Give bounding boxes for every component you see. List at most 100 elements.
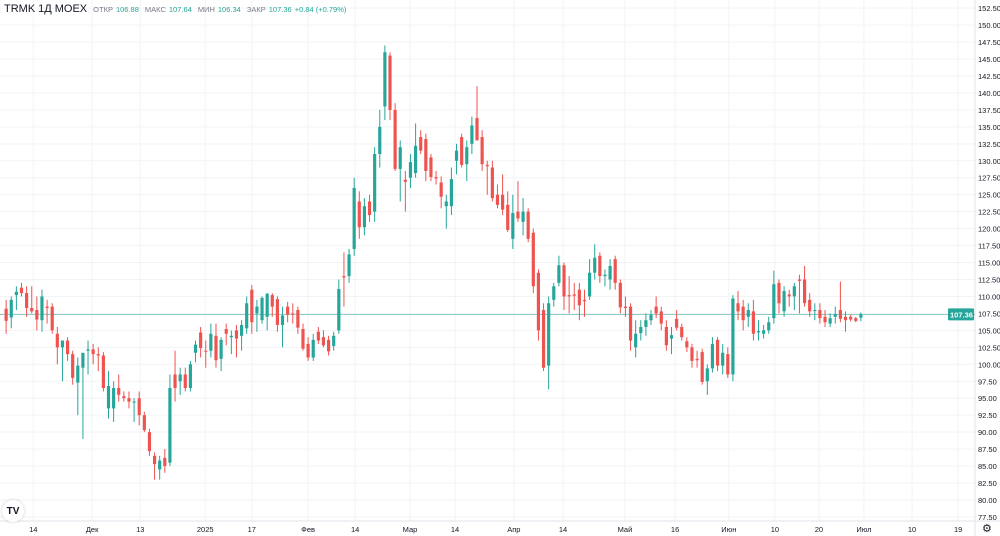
candle-body-down[interactable] <box>715 339 720 366</box>
candle-body-down[interactable] <box>291 313 295 315</box>
candle-body-down[interactable] <box>675 318 679 328</box>
candle-body-down[interactable] <box>598 255 602 277</box>
candle-body-down[interactable] <box>316 331 320 341</box>
candle-body-up[interactable] <box>373 153 377 212</box>
candle-body-down[interactable] <box>388 55 392 110</box>
candle-body-up[interactable] <box>81 352 85 368</box>
candle-body-down[interactable] <box>613 259 617 283</box>
candle-body-up[interactable] <box>547 303 551 366</box>
candle-body-up[interactable] <box>229 335 233 338</box>
candle-body-down[interactable] <box>541 310 546 368</box>
candle-body-down[interactable] <box>526 211 530 239</box>
candle-body-down[interactable] <box>424 139 428 171</box>
candle-body-up[interactable] <box>245 303 249 329</box>
candle-body-down[interactable] <box>183 374 187 389</box>
candle-body-up[interactable] <box>792 286 796 297</box>
candle-body-up[interactable] <box>106 386 111 409</box>
candle-body-down[interactable] <box>787 294 791 297</box>
candle-body-up[interactable] <box>449 179 454 207</box>
candle-body-down[interactable] <box>419 137 423 151</box>
candle-body-down[interactable] <box>204 350 208 352</box>
candle-body-down[interactable] <box>173 374 177 389</box>
candle-body-up[interactable] <box>40 296 44 321</box>
candle-body-down[interactable] <box>685 341 689 348</box>
candle-body-down[interactable] <box>506 204 510 230</box>
candle-body-down[interactable] <box>137 398 141 416</box>
candle-body-down[interactable] <box>434 177 438 179</box>
candle-body-up[interactable] <box>767 322 771 331</box>
candle-body-up[interactable] <box>644 320 648 327</box>
candle-body-up[interactable] <box>347 254 351 277</box>
candle-body-down[interactable] <box>91 349 95 355</box>
candle-body-up[interactable] <box>255 306 259 314</box>
candle-body-up[interactable] <box>260 297 264 321</box>
candle-body-down[interactable] <box>654 306 658 314</box>
candle-body-down[interactable] <box>30 307 34 312</box>
candle-body-up[interactable] <box>362 206 366 228</box>
candle-body-up[interactable] <box>705 368 709 382</box>
candle-body-up[interactable] <box>813 310 817 312</box>
gear-icon[interactable]: ⚙ <box>982 523 992 535</box>
candle-body-down[interactable] <box>35 310 39 320</box>
candle-body-down[interactable] <box>536 272 541 331</box>
candle-body-down[interactable] <box>808 299 812 312</box>
candle-body-down[interactable] <box>628 306 633 341</box>
candle-body-up[interactable] <box>280 315 285 325</box>
candle-body-down[interactable] <box>122 396 126 399</box>
candle-body-up[interactable] <box>552 286 556 300</box>
candle-body-up[interactable] <box>378 126 382 154</box>
candle-body-down[interactable] <box>475 118 479 141</box>
candle-body-down[interactable] <box>562 265 566 297</box>
candle-body-down[interactable] <box>429 157 433 178</box>
candle-body-down[interactable] <box>838 310 842 319</box>
candle-body-up[interactable] <box>414 145 418 173</box>
candle-body-up[interactable] <box>649 314 653 321</box>
candle-body-up[interactable] <box>782 291 786 312</box>
candle-body-up[interactable] <box>239 324 244 336</box>
candle-body-up[interactable] <box>408 162 413 178</box>
candle-body-down[interactable] <box>326 339 331 352</box>
candle-body-up[interactable] <box>710 343 715 369</box>
candle-body-up[interactable] <box>454 150 459 161</box>
candle-body-up[interactable] <box>470 125 474 144</box>
candle-body-down[interactable] <box>250 289 254 323</box>
candle-body-up[interactable] <box>332 335 336 346</box>
candle-body-down[interactable] <box>306 343 310 358</box>
candle-body-down[interactable] <box>127 398 131 402</box>
candle-body-up[interactable] <box>60 340 65 348</box>
candle-body-down[interactable] <box>777 282 781 304</box>
candle-body-down[interactable] <box>680 326 684 338</box>
candle-body-down[interactable] <box>623 306 628 308</box>
candle-body-down[interactable] <box>96 354 100 356</box>
candle-body-down[interactable] <box>270 295 274 307</box>
candle-body-down[interactable] <box>823 316 827 323</box>
candle-body-up[interactable] <box>352 187 356 249</box>
candle-body-down[interactable] <box>495 194 500 205</box>
candle-body-down[interactable] <box>700 352 704 382</box>
candle-body-up[interactable] <box>639 326 643 334</box>
candle-body-down[interactable] <box>224 329 228 334</box>
candle-body-down[interactable] <box>664 326 668 346</box>
candle-body-down[interactable] <box>4 308 8 321</box>
candle-body-down[interactable] <box>393 109 397 169</box>
candle-body-up[interactable] <box>112 388 116 409</box>
candle-body-up[interactable] <box>756 331 761 333</box>
candle-body-down[interactable] <box>695 358 699 361</box>
candle-body-down[interactable] <box>577 289 581 306</box>
candle-body-down[interactable] <box>802 279 807 304</box>
candle-body-up[interactable] <box>132 401 136 403</box>
candle-body-up[interactable] <box>383 52 387 107</box>
candle-body-down[interactable] <box>797 279 802 281</box>
candle-body-down[interactable] <box>751 311 755 334</box>
candle-body-up[interactable] <box>158 460 162 470</box>
candle-body-down[interactable] <box>65 340 70 355</box>
candle-body-down[interactable] <box>849 316 853 320</box>
candle-body-down[interactable] <box>357 201 361 228</box>
candle-body-down[interactable] <box>460 137 464 165</box>
candle-body-down[interactable] <box>147 432 152 452</box>
candle-body-down[interactable] <box>490 167 494 199</box>
candle-body-up[interactable] <box>76 365 80 383</box>
candle-body-up[interactable] <box>188 364 192 389</box>
candle-body-down[interactable] <box>199 332 203 349</box>
